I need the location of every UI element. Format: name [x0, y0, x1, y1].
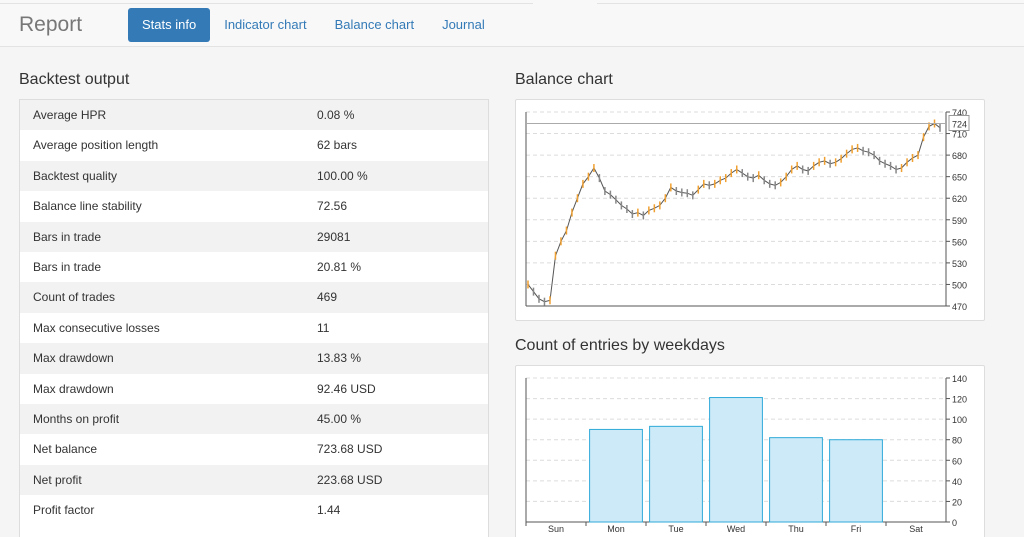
- balance-tick-label: 470: [952, 302, 967, 312]
- stats-row-label: Average HPR: [33, 108, 107, 122]
- weekday-category-label: Mon: [607, 524, 625, 534]
- balance-line: [527, 122, 941, 303]
- brand-title: Report: [19, 13, 83, 36]
- stats-row-value: 72.56: [317, 199, 348, 214]
- weekday-tick-label: 80: [952, 436, 962, 446]
- stats-row-value: 723.68 USD: [317, 442, 383, 457]
- balance-chart-panel: 470 500 530 560 590 620 650 680 710 740 724: [515, 99, 985, 321]
- stats-row-value: 29081: [317, 229, 351, 244]
- stats-row-value: 20.81 %: [317, 259, 362, 274]
- balance-tick-label: 560: [952, 237, 967, 247]
- weekday-bar: [589, 428, 643, 523]
- stats-row: Bars in trade 20.81 %: [20, 252, 488, 282]
- weekday-bar: [709, 397, 763, 523]
- weekday-tick-label: 100: [952, 415, 967, 425]
- tab-journal[interactable]: Journal: [442, 17, 485, 32]
- balance-tick-label: 650: [952, 173, 967, 183]
- stats-row-value: 1.44: [317, 503, 341, 518]
- tab-indicator-chart[interactable]: Indicator chart: [224, 17, 307, 32]
- weekday-category-label: Fri: [851, 524, 862, 534]
- stats-row: Max consecutive losses 11: [20, 313, 488, 343]
- stats-row: Average position length 62 bars: [20, 130, 488, 160]
- stats-row-label: Bars in trade: [33, 229, 102, 244]
- stats-row-value: 92.46 USD: [317, 381, 376, 396]
- stats-row-label: Net balance: [33, 442, 98, 457]
- stats-row: Backtest quality 100.00 %: [20, 160, 488, 192]
- stats-row: Net balance 723.68 USD: [20, 434, 488, 464]
- weekday-category-label: Wed: [727, 524, 745, 534]
- stats-row: Count of trades 469: [20, 282, 488, 313]
- weekday-chart-panel: 0 20 40 60 80 100 120 140 Sun Mon Tue Wed Thu Fri Sat: [515, 365, 985, 537]
- balance-chart-title: Balance chart: [515, 71, 613, 88]
- stats-row-value: 62 bars: [317, 138, 358, 153]
- balance-tick-label: 530: [952, 259, 967, 269]
- stats-row-label: Average position length: [33, 138, 159, 153]
- stats-row: Net profit 223.68 USD: [20, 464, 488, 496]
- stats-row-label: Max drawdown: [33, 351, 114, 366]
- stats-row: Average HPR 0.08 %: [20, 100, 488, 131]
- stats-row-label: Count of trades: [33, 290, 116, 305]
- stats-row-value: 45.00 %: [317, 411, 362, 426]
- nav-tabs: Stats info Indicator chart Balance chart…: [128, 8, 499, 42]
- top-navbar: Report Stats info Indicator chart Balanc…: [0, 0, 1024, 47]
- balance-tick-label: 590: [952, 216, 967, 226]
- weekday-tick-label: 60: [952, 456, 962, 466]
- top-edge-left: [0, 0, 533, 4]
- tab-balance-chart[interactable]: Balance chart: [334, 17, 415, 32]
- stats-row: Months on profit 45.00 %: [20, 403, 488, 435]
- stats-row: Profit factor 1.44: [20, 495, 488, 525]
- balance-tick-label: 710: [952, 130, 967, 140]
- weekday-category-label: Tue: [668, 524, 683, 534]
- stats-row-value: 11: [317, 320, 330, 335]
- balance-tick-label: 680: [952, 151, 967, 161]
- backtest-stats-table: Average HPR 0.08 % Average position length…: [19, 99, 489, 537]
- backtest-output-title: Backtest output: [19, 71, 130, 88]
- stats-row-label: Bars in trade: [33, 259, 102, 274]
- weekday-tick-label: 40: [952, 477, 962, 487]
- stats-row-value: 223.68 USD: [317, 472, 383, 487]
- balance-current-label: 724: [952, 119, 967, 129]
- stats-row-label: Profit factor: [33, 503, 95, 518]
- stats-row-value: 469: [317, 290, 338, 305]
- top-edge-right: [597, 0, 1024, 4]
- stats-row-label: Balance line stability: [33, 199, 142, 214]
- stats-row-value: 13.83 %: [317, 351, 362, 366]
- stats-row-label: Net profit: [33, 472, 82, 487]
- stats-row-label: Max consecutive losses: [33, 320, 160, 335]
- stats-row-value: 100.00 %: [317, 168, 368, 183]
- weekday-category-label: Thu: [788, 524, 804, 534]
- weekday-category-label: Sun: [548, 524, 564, 534]
- weekday-tick-label: 140: [952, 374, 967, 384]
- stats-row: Balance line stability 72.56: [20, 191, 488, 221]
- weekday-tick-label: 0: [952, 518, 957, 528]
- balance-tick-label: 740: [952, 108, 967, 118]
- tab-stats-info[interactable]: Stats info: [128, 8, 211, 42]
- stats-row-label: Months on profit: [33, 411, 120, 426]
- weekday-bar: [769, 437, 823, 523]
- stats-row-value: 0.08 %: [317, 108, 355, 122]
- weekday-bar: [829, 439, 883, 523]
- stats-row: Max drawdown 13.83 %: [20, 343, 488, 374]
- weekday-category-label: Sat: [909, 524, 923, 534]
- weekday-chart-title: Count of entries by weekdays: [515, 337, 725, 354]
- stats-row-label: Max drawdown: [33, 381, 114, 396]
- stats-row-label: Backtest quality: [33, 168, 118, 183]
- balance-tick-label: 500: [952, 280, 967, 290]
- weekday-tick-label: 20: [952, 497, 962, 507]
- balance-tick-label: 620: [952, 194, 967, 204]
- weekday-chart: 0 20 40 60 80 100 120 140 Sun Mon Tue Wed Thu Fri Sat: [525, 374, 967, 534]
- weekday-bar: [649, 425, 703, 523]
- stats-row: Bars in trade 29081: [20, 221, 488, 252]
- balance-current-box: [948, 114, 970, 131]
- weekday-tick-label: 120: [952, 395, 967, 405]
- stats-row: Max drawdown 92.46 USD: [20, 374, 488, 404]
